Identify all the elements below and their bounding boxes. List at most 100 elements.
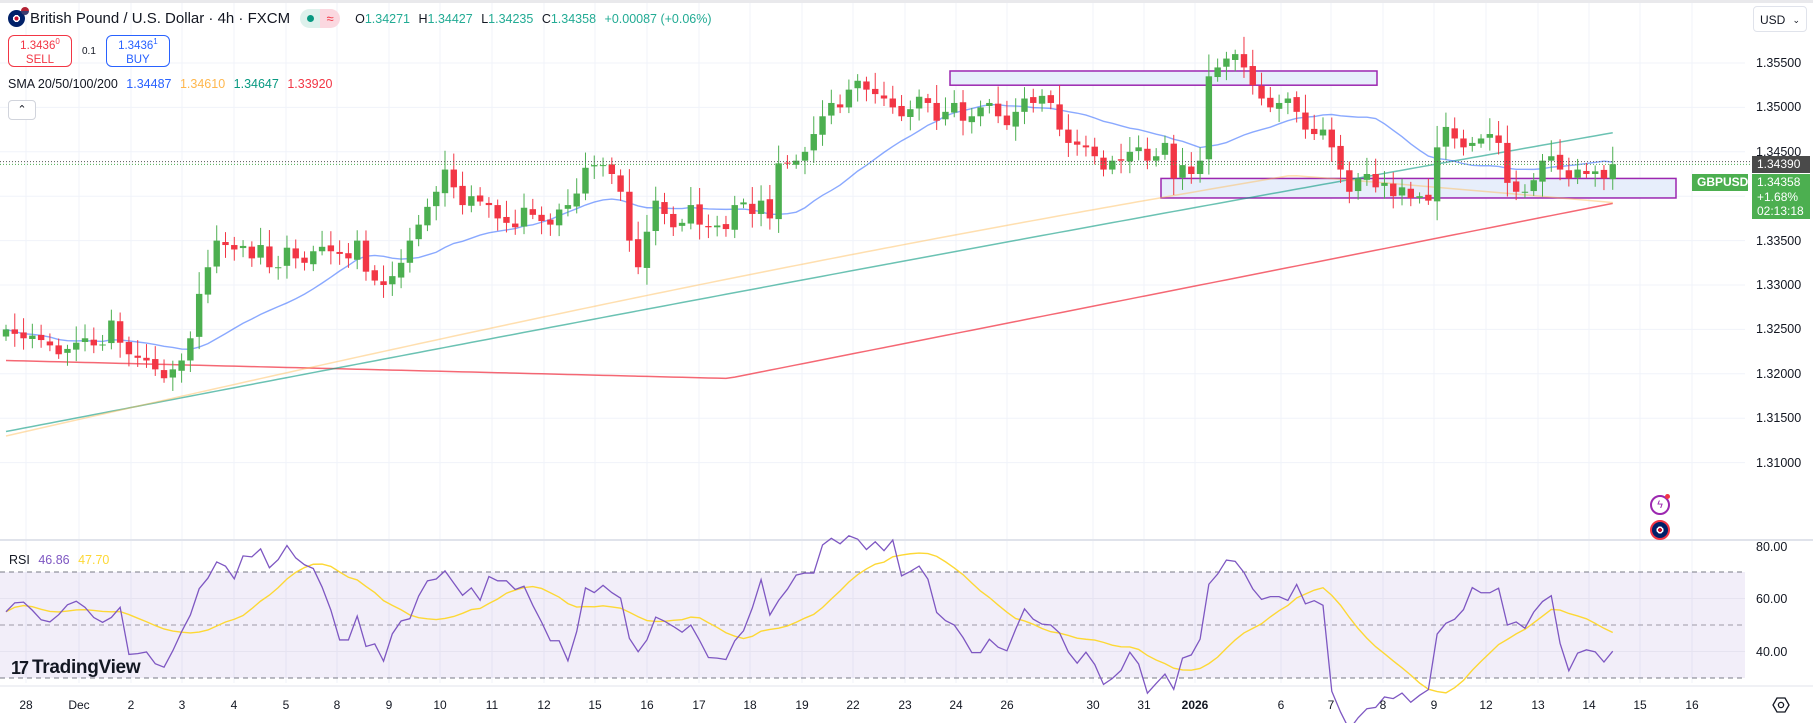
sma20-value: 1.34487	[126, 77, 172, 91]
high-value: 1.34427	[427, 11, 473, 26]
open-label: O	[355, 11, 365, 26]
gbpusd-flag-icon	[8, 7, 29, 27]
rsi-axis-label: 80.00	[1756, 540, 1788, 554]
buy-price: 1.3436	[118, 39, 154, 52]
change-percent: +1.68%	[1757, 189, 1799, 204]
price-axis-label: 1.35500	[1756, 56, 1802, 70]
tradingview-logo-icon: 17	[11, 657, 29, 678]
time-axis-label: 2026	[1181, 698, 1209, 712]
currency-value: USD	[1760, 13, 1786, 27]
currency-select[interactable]: USD ⌄	[1753, 6, 1807, 32]
time-axis-label: 18	[743, 698, 757, 712]
lightning-event-icon[interactable]: ϟ	[1650, 495, 1670, 515]
chevron-down-icon: ⌄	[1792, 15, 1800, 25]
time-axis-label: 17	[692, 698, 706, 712]
time-axis-label: 11	[485, 698, 499, 712]
time-axis-label: 7	[1327, 698, 1335, 712]
sell-label: SELL	[25, 53, 55, 66]
time-axis-label: 3	[178, 698, 186, 712]
sma50-value: 1.34610	[179, 77, 226, 91]
time-axis-label: 4	[230, 698, 238, 712]
time-axis-label: 31	[1137, 698, 1151, 712]
settings-icon[interactable]	[1771, 695, 1791, 715]
rsi-name: RSI	[9, 553, 30, 567]
rsi-axis-label: 60.00	[1756, 591, 1788, 606]
time-axis-label: 22	[846, 698, 860, 712]
time-axis-label: 16	[640, 698, 654, 712]
low-label: L	[481, 11, 489, 26]
sell-price: 1.3436	[20, 39, 56, 52]
time-axis-label: 8	[1379, 698, 1387, 712]
time-axis-label: 9	[1430, 698, 1438, 712]
sma200-value: 1.33920	[287, 77, 333, 91]
rsi-axis-label: 40.00	[1756, 644, 1788, 659]
sma100-value: 1.34647	[233, 77, 279, 91]
crosshair-price-tag: 1.34390	[1752, 156, 1810, 173]
price-axis-label: 1.31000	[1756, 455, 1802, 470]
time-axis-label: 23	[898, 698, 912, 712]
rsi-ma-value: 47.70	[78, 553, 110, 567]
delayed-data-icon: ≈	[320, 9, 341, 28]
time-axis-label: 8	[333, 698, 341, 712]
ohlc-values: O1.34271 H1.34427 L1.34235 C1.34358 +0.0…	[350, 12, 711, 26]
sell-button[interactable]: 1.34360 SELL	[8, 35, 72, 67]
time-axis-label: 19	[795, 698, 809, 712]
crosshair-price: 1.34390	[1757, 157, 1801, 171]
tradingview-wordmark: TradingView	[32, 657, 141, 678]
price-axis-label: 1.34500	[1756, 144, 1802, 159]
price-axis-label: 1.33000	[1756, 278, 1802, 292]
time-axis-label: 12	[1479, 698, 1493, 712]
symbol-tag-label: GBPUSD	[1697, 175, 1749, 189]
price-axis-label: 1.31500	[1756, 411, 1802, 426]
time-axis-label: 28	[19, 698, 33, 712]
sell-price-pip: 0	[55, 37, 60, 47]
time-axis-label: 10	[433, 698, 447, 712]
symbol-title[interactable]: British Pound / U.S. Dollar · 4h · FXCM	[30, 10, 291, 27]
time-axis-label: 14	[1582, 698, 1596, 712]
time-axis-label: 15	[1633, 698, 1647, 712]
time-axis-label: 12	[537, 698, 551, 712]
symbol-legend: British Pound / U.S. Dollar · 4h · FXCM …	[8, 7, 712, 28]
last-price: 1.34358	[1757, 175, 1801, 189]
last-price-tag: 1.34358 +1.68% 02:13:18	[1752, 174, 1810, 219]
time-axis-label: 5	[282, 698, 290, 712]
time-axis-label: Dec	[68, 698, 90, 712]
price-axis-label: 1.32000	[1756, 366, 1802, 381]
high-label: H	[418, 11, 428, 26]
trade-quantity[interactable]: 0.1	[82, 45, 96, 57]
time-axis-label: 30	[1086, 698, 1100, 712]
change-value: +0.00087 (+0.06%)	[604, 11, 712, 26]
rsi-value: 46.86	[38, 553, 70, 567]
sma-name: SMA 20/50/100/200	[8, 77, 118, 91]
low-value: 1.34235	[488, 11, 534, 26]
chevron-up-icon: ⌃	[17, 104, 27, 116]
sma-legend[interactable]: SMA 20/50/100/200 1.34487 1.34610 1.3464…	[8, 77, 338, 91]
bar-countdown: 02:13:18	[1757, 204, 1804, 218]
open-value: 1.34271	[364, 11, 410, 26]
time-axis-label: 9	[385, 698, 393, 712]
symbol-tag: GBPUSD	[1692, 174, 1748, 191]
price-axis-label: 1.32500	[1756, 322, 1802, 337]
time-axis-label: 13	[1531, 698, 1545, 712]
notification-dot-icon	[1665, 494, 1670, 499]
time-axis-label: 16	[1685, 698, 1699, 712]
collapse-legend-button[interactable]: ⌃	[8, 100, 36, 120]
price-axis-label: 1.35000	[1756, 100, 1802, 115]
window-top-border	[0, 0, 1813, 3]
buy-price-pip: 1	[153, 37, 158, 47]
buy-button[interactable]: 1.34361 BUY	[105, 35, 170, 67]
market-status-pill[interactable]: ≈	[300, 9, 341, 28]
time-axis-label: 24	[949, 698, 963, 712]
tradingview-logo[interactable]: 17 TradingView	[11, 657, 141, 679]
uk-economic-event-icon[interactable]	[1650, 520, 1670, 540]
buy-label: BUY	[126, 53, 150, 66]
close-value: 1.34358	[550, 11, 597, 26]
trade-panel: 1.34360 SELL 0.1 1.34361 BUY	[8, 35, 170, 67]
time-axis-label: 15	[588, 698, 602, 712]
rsi-legend[interactable]: RSI 46.86 47.70	[9, 553, 114, 567]
close-label: C	[541, 11, 551, 26]
market-open-dot-icon	[300, 9, 321, 28]
time-axis-label: 26	[1000, 698, 1014, 712]
time-axis-label: 2	[127, 698, 135, 712]
